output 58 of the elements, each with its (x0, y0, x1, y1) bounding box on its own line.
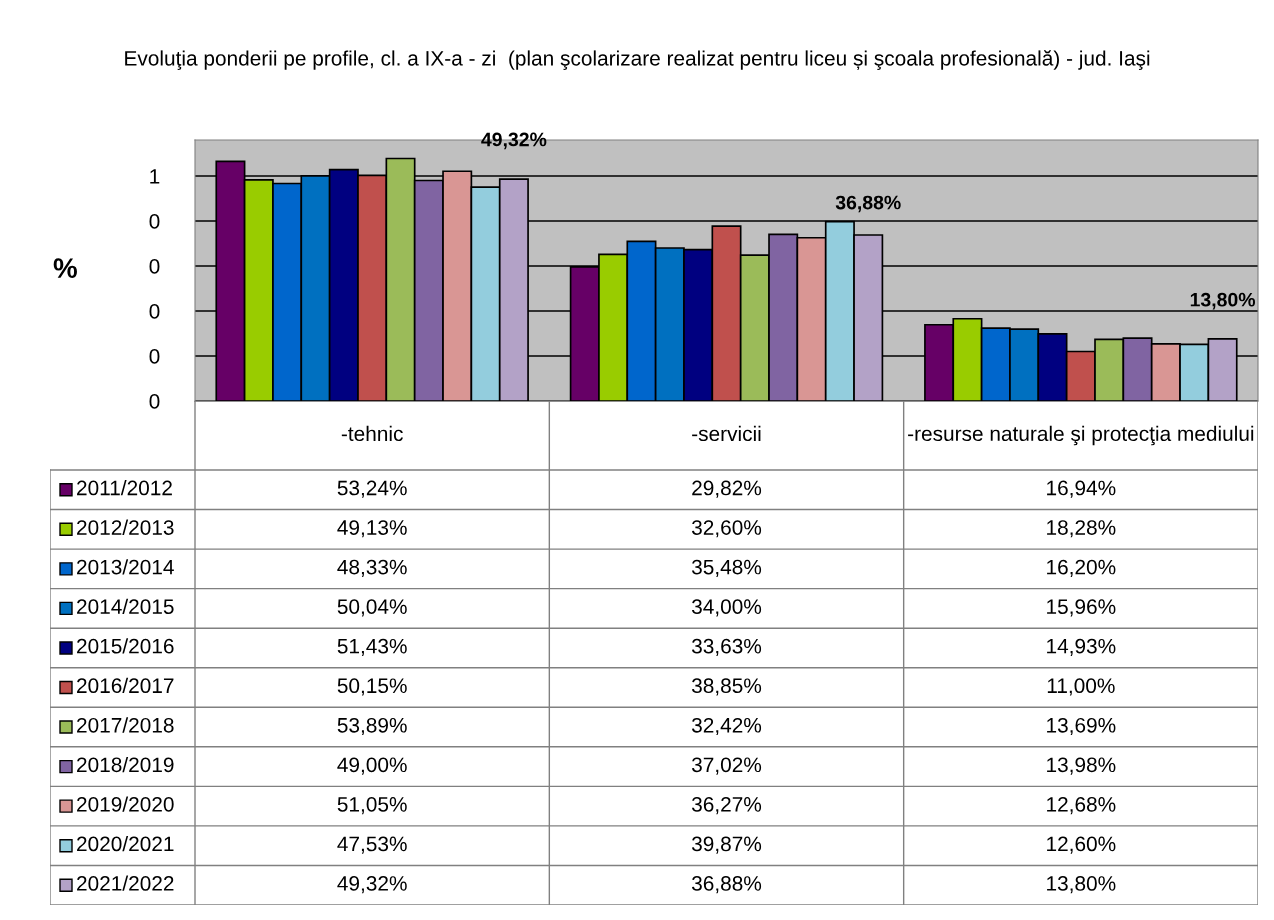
data-label: 36,27% (691, 796, 762, 815)
y-tick-label: 1 (150, 169, 160, 184)
data-label: 51,05% (337, 796, 407, 815)
data-label: 39,87% (691, 836, 762, 854)
data-label: 33,63% (691, 638, 762, 657)
data-label: 11,00% (1047, 678, 1115, 696)
data-label: 32,60% (691, 520, 762, 538)
legend-label: 2017/2018 (77, 717, 174, 733)
data-label: 15,96% (1047, 599, 1116, 617)
data-label: 50,15% (337, 678, 407, 696)
legend-label: 2020/2021 (77, 835, 174, 852)
legend-label: 2021/2022 (77, 875, 174, 891)
data-label: 16,94% (1047, 480, 1116, 498)
data-label: 49,13% (337, 520, 407, 538)
legend-label: 2011/2012 (77, 480, 172, 496)
y-tick-label: 0 (149, 349, 160, 364)
annotation: 49,32% (481, 132, 547, 150)
data-label: 53,89% (337, 717, 407, 736)
chart-title: Evoluţia ponderii pe profile, cl. a IX-a - zi (plan şcolarizare realizat pentru liceu și şcoala profesională) - jud. Iaşi (125, 50, 1150, 70)
y-tick-label: 0 (149, 394, 160, 409)
data-label: 49,32% (337, 876, 407, 894)
data-label: 35,48% (691, 559, 762, 577)
legend-label: 2015/2016 (77, 638, 174, 654)
data-label: 13,80% (1047, 876, 1116, 894)
data-label: 50,04% (337, 599, 407, 617)
data-label: 51,43% (337, 638, 407, 657)
y-tick-label: 0 (149, 214, 160, 229)
legend-label: 2012/2013 (77, 519, 174, 535)
legend-label: 2013/2014 (77, 559, 174, 575)
data-label: 48,33% (337, 559, 407, 577)
y-axis-title: % (53, 258, 77, 278)
data-label: 13,98% (1047, 757, 1116, 775)
legend-label: 2016/2017 (77, 677, 174, 694)
annotation: 13,80% (1190, 292, 1256, 310)
data-label: 37,02% (691, 757, 762, 775)
y-tick-label: 0 (149, 304, 160, 319)
legend-label: 2014/2015 (77, 598, 174, 614)
data-label: 16,20% (1047, 559, 1116, 577)
data-label: 29,82% (692, 480, 762, 498)
legend-label: 2019/2020 (77, 796, 174, 812)
data-label: 32,42% (691, 717, 762, 736)
data-label: 18,28% (1047, 520, 1116, 538)
data-label: 34,00% (691, 599, 762, 617)
data-label: 47,53% (337, 836, 407, 854)
data-label: 13,69% (1047, 717, 1116, 736)
legend-label: 2018/2019 (77, 756, 174, 773)
data-label: 12,60% (1047, 836, 1116, 854)
x-tick-label: -tehnic (341, 425, 403, 442)
data-label: 36,88% (691, 876, 762, 894)
x-tick-label: -servicii (692, 425, 761, 442)
data-label: 14,93% (1047, 638, 1116, 657)
data-label: 49,00% (337, 757, 407, 775)
y-tick-label: 0 (149, 259, 160, 274)
x-tick-label: -resurse naturale şi protecţia mediului (908, 425, 1254, 446)
annotation: 36,88% (835, 195, 901, 213)
data-label: 38,85% (691, 678, 762, 696)
data-label: 12,68% (1047, 796, 1116, 815)
data-label: 53,24% (337, 480, 407, 498)
